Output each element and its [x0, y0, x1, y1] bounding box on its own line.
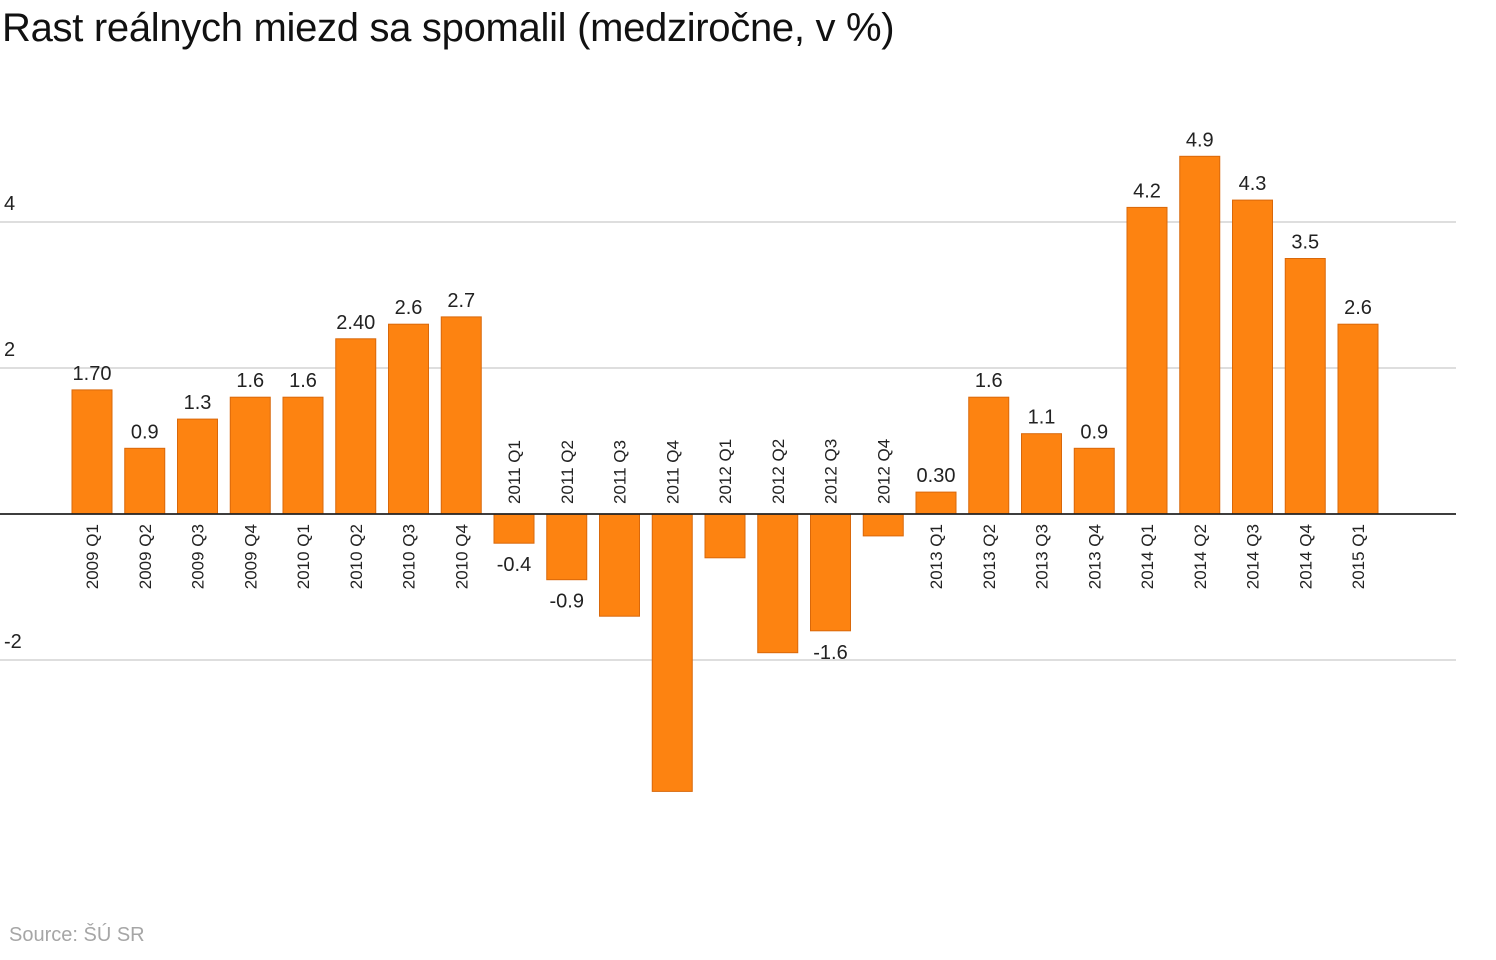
- x-tick-label: 2010 Q2: [347, 524, 366, 589]
- x-tick-label: 2010 Q3: [400, 524, 419, 589]
- x-tick-label: 2014 Q2: [1191, 524, 1210, 589]
- y-tick-label: 2: [4, 339, 15, 361]
- data-label: 1.6: [289, 370, 317, 392]
- bar: [440, 316, 482, 515]
- x-tick-label: 2009 Q2: [136, 524, 155, 589]
- data-label: 0.9: [1080, 421, 1108, 443]
- y-tick-label: -2: [4, 631, 22, 653]
- x-tick-label: 2013 Q3: [1033, 524, 1052, 589]
- bars: [71, 155, 1379, 792]
- x-tick-label: 2012 Q3: [822, 439, 841, 504]
- data-label: 1.1: [1028, 407, 1056, 429]
- bar: [229, 396, 271, 515]
- data-label: 4.3: [1239, 173, 1267, 195]
- x-tick-label: 2012 Q1: [716, 439, 735, 504]
- bar: [177, 418, 218, 515]
- data-label: 2.6: [1344, 297, 1372, 319]
- bar: [546, 513, 588, 581]
- bar: [335, 338, 377, 515]
- x-tick-label: 2012 Q2: [769, 439, 788, 504]
- x-tick-label: 2011 Q2: [558, 440, 577, 504]
- data-label: 3.5: [1291, 232, 1319, 254]
- data-label: -1.6: [813, 642, 847, 664]
- bar: [1179, 155, 1221, 515]
- bar: [704, 513, 746, 559]
- x-tick-label: 2012 Q4: [874, 439, 893, 504]
- data-label: 2.6: [395, 297, 423, 319]
- data-label: 1.6: [975, 370, 1003, 392]
- x-tick-label: 2011 Q1: [505, 440, 524, 504]
- y-tick-label: 4: [4, 193, 15, 215]
- data-label: -0.4: [497, 554, 531, 576]
- bar: [757, 513, 799, 654]
- x-tick-label: 2011 Q4: [663, 440, 682, 504]
- bar: [915, 491, 957, 515]
- x-tick-label: 2011 Q3: [611, 440, 630, 504]
- x-tick-label: 2010 Q4: [452, 524, 471, 589]
- bar: [651, 513, 693, 792]
- bar: [493, 513, 535, 544]
- data-label: -0.9: [550, 591, 584, 613]
- bar: [388, 323, 429, 515]
- x-tick-label: 2013 Q1: [927, 524, 946, 589]
- bar: [1021, 433, 1062, 515]
- x-tick-label: 2009 Q1: [83, 524, 102, 589]
- data-label: 1.3: [184, 392, 212, 414]
- x-tick-label: 2013 Q4: [1085, 524, 1104, 589]
- bar: [124, 447, 166, 515]
- bar: [1284, 258, 1326, 515]
- bar: [71, 389, 113, 515]
- x-tick-label: 2009 Q3: [189, 524, 208, 589]
- x-tick-label: 2013 Q2: [980, 524, 999, 589]
- bar: [599, 513, 640, 617]
- x-tick-label: 2009 Q4: [241, 524, 260, 589]
- bar: [1126, 206, 1168, 515]
- data-label: 4.9: [1186, 129, 1214, 151]
- data-label: 1.70: [73, 363, 112, 385]
- source-note: Source: ŠÚ SR: [9, 924, 145, 946]
- bar: [1337, 323, 1379, 515]
- x-tick-label: 2015 Q1: [1349, 524, 1368, 589]
- bar: [862, 513, 904, 537]
- x-tick-label: 2014 Q1: [1138, 524, 1157, 589]
- data-label: 2.40: [336, 312, 375, 334]
- data-label: 1.6: [236, 370, 264, 392]
- x-tick-label: 2010 Q1: [294, 524, 313, 589]
- bar: [968, 396, 1010, 515]
- x-tick-label: 2014 Q4: [1296, 524, 1315, 589]
- bar: [282, 396, 324, 515]
- bar: [810, 513, 851, 632]
- x-tick-label: 2014 Q3: [1244, 524, 1263, 589]
- data-label: 0.9: [131, 421, 159, 443]
- data-label: 0.30: [917, 465, 956, 487]
- bar: [1073, 447, 1115, 515]
- data-label: 2.7: [447, 290, 475, 312]
- labels: -2 2 4 1.70 2009 Q1 0.9 2009 Q2 1.3 2009 Q3 1.6 20…: [4, 129, 1372, 664]
- data-label: 4.2: [1133, 180, 1161, 202]
- chart-title: Rast reálnych miezd sa spomalil (medziro…: [2, 6, 895, 50]
- bar: [1232, 199, 1273, 515]
